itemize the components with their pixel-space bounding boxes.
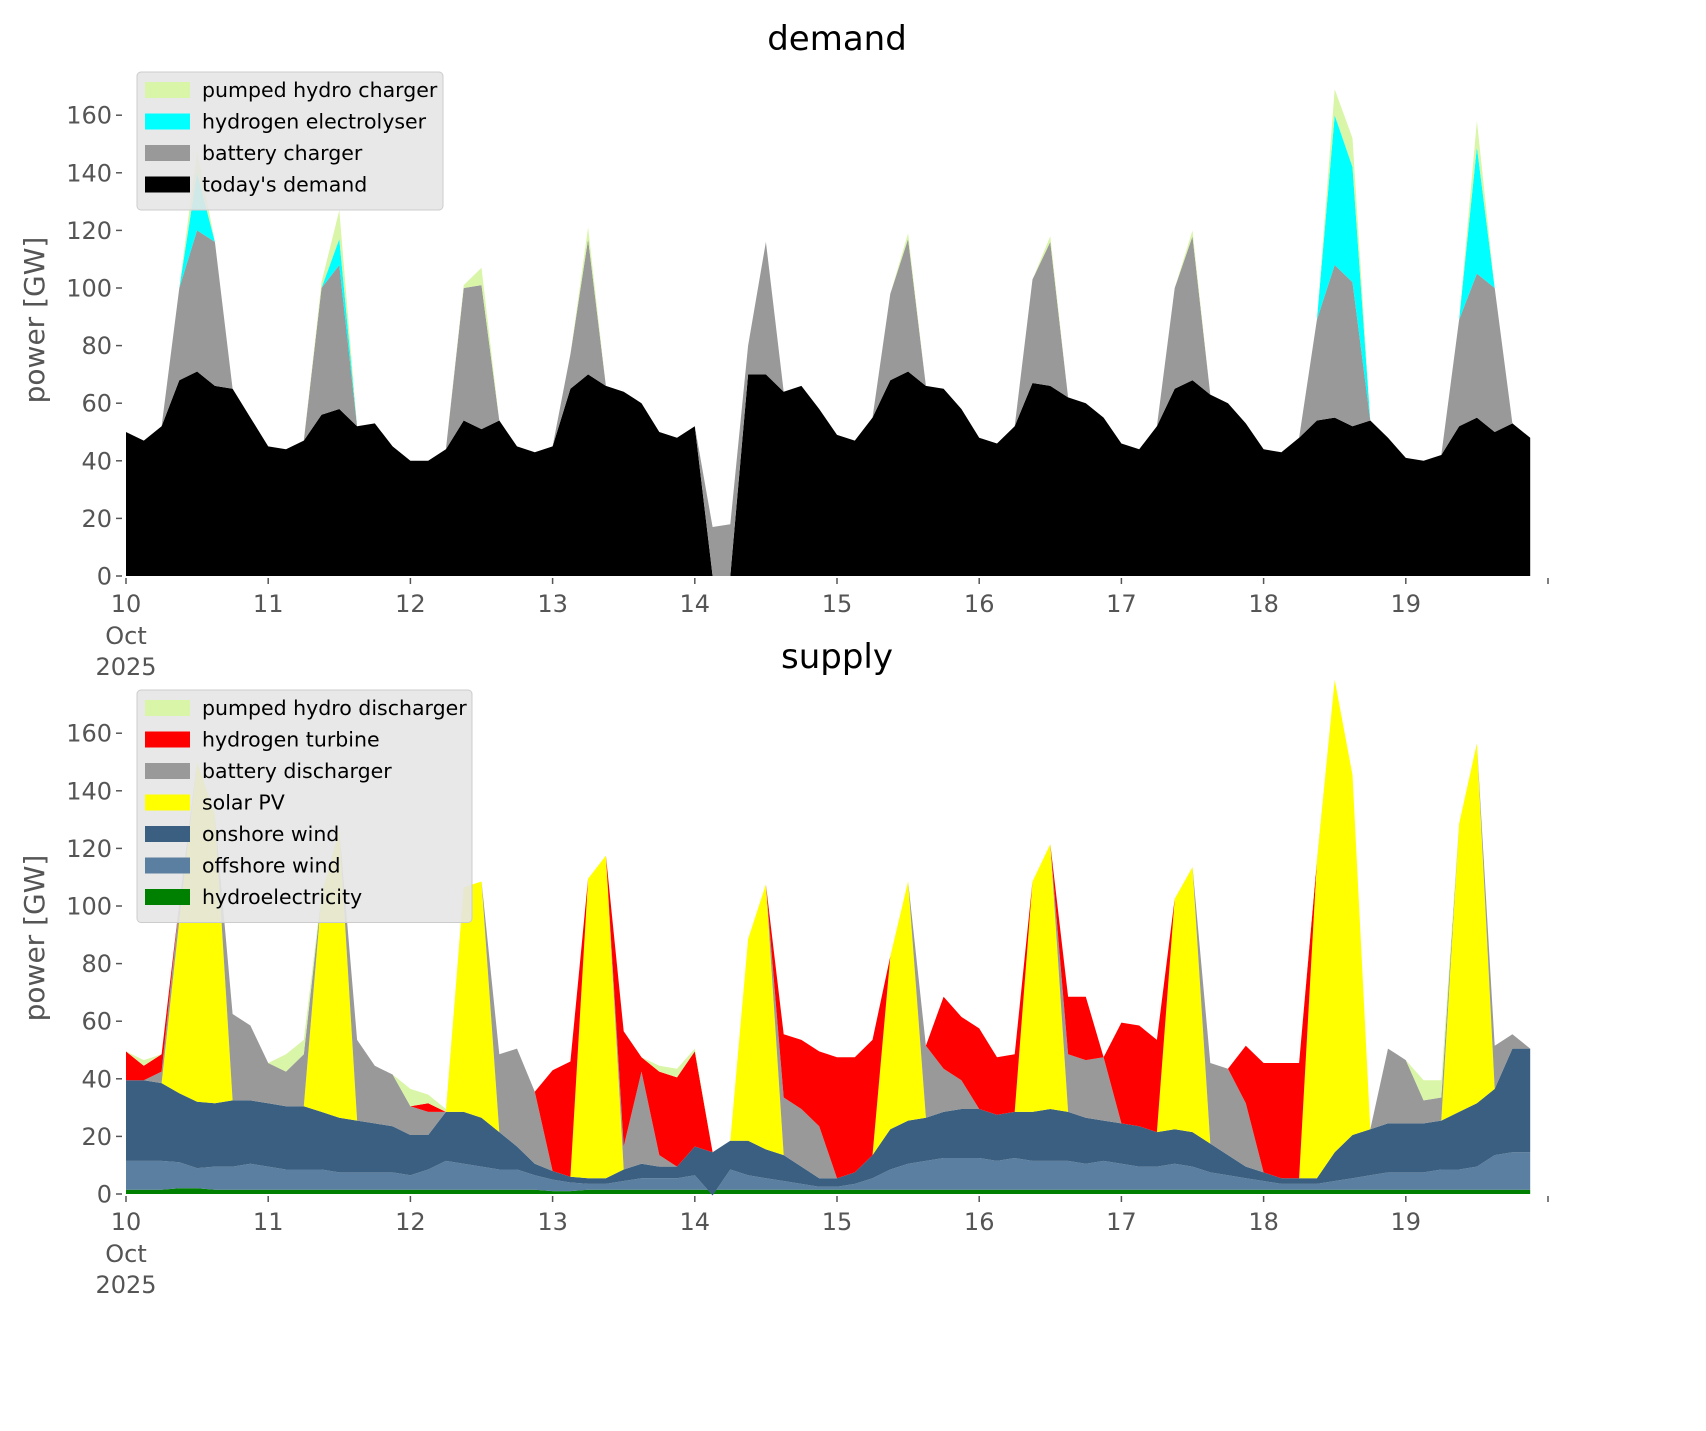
legend-label-battery-discharger: battery discharger xyxy=(202,759,392,783)
y-tick-label: 140 xyxy=(66,777,112,805)
x-tick-label: 11 xyxy=(253,1208,284,1236)
x-tick-label: 13 xyxy=(537,590,568,618)
legend-box xyxy=(136,71,444,211)
legend-label-offshore-wind: offshore wind xyxy=(202,854,340,878)
x-tick-label: 15 xyxy=(822,590,853,618)
legend-box xyxy=(136,689,473,923)
demand-areas xyxy=(126,89,1531,576)
area-hydroelectricity xyxy=(126,1188,1531,1194)
x-tick-label: 16 xyxy=(964,1208,995,1236)
y-tick-label: 40 xyxy=(81,447,112,475)
area-battery-charger xyxy=(126,230,1531,576)
supply-areas xyxy=(126,679,1531,1196)
y-tick-label: 60 xyxy=(81,390,112,418)
y-tick-label: 0 xyxy=(97,563,112,591)
x-tick-label: 18 xyxy=(1248,590,1279,618)
supply-y-axis-label: power [GW] xyxy=(18,855,51,1022)
legend-swatch-pumped-hydro-charger xyxy=(145,82,190,98)
x-tick-sublabel: 2025 xyxy=(95,1271,156,1299)
area-onshore-wind xyxy=(126,1048,1531,1196)
y-tick-label: 100 xyxy=(66,893,112,921)
legend-swatch-offshore-wind xyxy=(145,857,190,874)
x-tick-label: 19 xyxy=(1391,590,1422,618)
legend-label-hydroelectricity: hydroelectricity xyxy=(202,885,362,909)
legend-swatch-hydroelectricity xyxy=(145,889,190,905)
legend-label-onshore-wind: onshore wind xyxy=(202,822,339,846)
y-tick-label: 0 xyxy=(97,1181,112,1209)
x-tick-label: 19 xyxy=(1391,1208,1422,1236)
demand-title: demand xyxy=(767,19,907,59)
area-offshore-wind xyxy=(126,1152,1531,1196)
y-tick-label: 60 xyxy=(81,1008,112,1036)
legend-swatch-today-s-demand xyxy=(145,176,190,193)
x-tick-label: 12 xyxy=(395,590,426,618)
x-tick-label: 17 xyxy=(1106,1208,1137,1236)
legend-swatch-hydrogen-electrolyser xyxy=(145,113,190,130)
x-tick-label: 17 xyxy=(1106,590,1137,618)
x-tick-sublabel: Oct xyxy=(105,1240,147,1268)
legend-label-today-s-demand: today's demand xyxy=(202,173,367,197)
y-tick-label: 40 xyxy=(81,1065,112,1093)
y-tick-label: 20 xyxy=(81,1123,112,1151)
legend-swatch-hydrogen-turbine xyxy=(145,731,190,748)
legend-label-pumped-hydro-discharger: pumped hydro discharger xyxy=(202,696,467,720)
x-tick-label: 16 xyxy=(964,590,995,618)
area-solar-pv xyxy=(126,679,1531,1179)
demand-y-axis-label: power [GW] xyxy=(18,237,51,404)
legend-label-battery-charger: battery charger xyxy=(202,141,363,165)
y-tick-label: 120 xyxy=(66,217,112,245)
legend-swatch-battery-discharger xyxy=(145,763,190,779)
x-tick-sublabel: 2025 xyxy=(95,653,156,681)
x-tick-sublabel: Oct xyxy=(105,622,147,650)
x-tick-label: 18 xyxy=(1248,1208,1279,1236)
y-tick-label: 80 xyxy=(81,332,112,360)
legend-swatch-battery-charger xyxy=(145,145,190,161)
legend-swatch-onshore-wind xyxy=(145,826,190,842)
demand-y-axis: 0 20 40 60 80 100 120 140 160 xyxy=(66,102,122,591)
legend-swatch-pumped-hydro-discharger xyxy=(145,700,190,716)
area-today-s-demand xyxy=(126,371,1531,576)
legend-label-hydrogen-electrolyser: hydrogen electrolyser xyxy=(202,110,427,134)
x-tick-label: 10 xyxy=(111,1208,142,1236)
y-tick-label: 120 xyxy=(66,835,112,863)
x-tick-label: 14 xyxy=(680,1208,711,1236)
x-tick-label: 11 xyxy=(253,590,284,618)
supply-legend: pumped hydro discharger hydrogen turbine b… xyxy=(136,689,473,923)
supply-title: supply xyxy=(781,637,893,677)
legend-label-solar-pv: solar PV xyxy=(202,791,285,815)
y-tick-label: 100 xyxy=(66,275,112,303)
supply-y-axis: 0 20 40 60 80 100 120 140 160 xyxy=(66,720,122,1209)
legend-label-hydrogen-turbine: hydrogen turbine xyxy=(202,728,380,752)
area-hydrogen-turbine xyxy=(126,679,1531,1179)
legend-swatch-solar-pv xyxy=(145,794,190,811)
y-tick-label: 20 xyxy=(81,505,112,533)
demand-x-axis: 10 11 12 13 14 15 16 17 18 19 Oct 2025 xyxy=(95,578,1549,681)
x-tick-label: 15 xyxy=(822,1208,853,1236)
y-tick-label: 160 xyxy=(66,102,112,130)
x-tick-label: 12 xyxy=(395,1208,426,1236)
x-tick-label: 10 xyxy=(111,590,142,618)
y-tick-label: 160 xyxy=(66,720,112,748)
x-tick-label: 14 xyxy=(680,590,711,618)
legend-label-pumped-hydro-charger: pumped hydro charger xyxy=(202,78,438,102)
y-tick-label: 140 xyxy=(66,159,112,187)
y-tick-label: 80 xyxy=(81,950,112,978)
x-tick-label: 13 xyxy=(537,1208,568,1236)
demand-legend: pumped hydro charger hydrogen electrolyse… xyxy=(136,71,444,211)
supply-x-axis: 10 11 12 13 14 15 16 17 18 19 Oct 2025 xyxy=(95,1196,1549,1299)
